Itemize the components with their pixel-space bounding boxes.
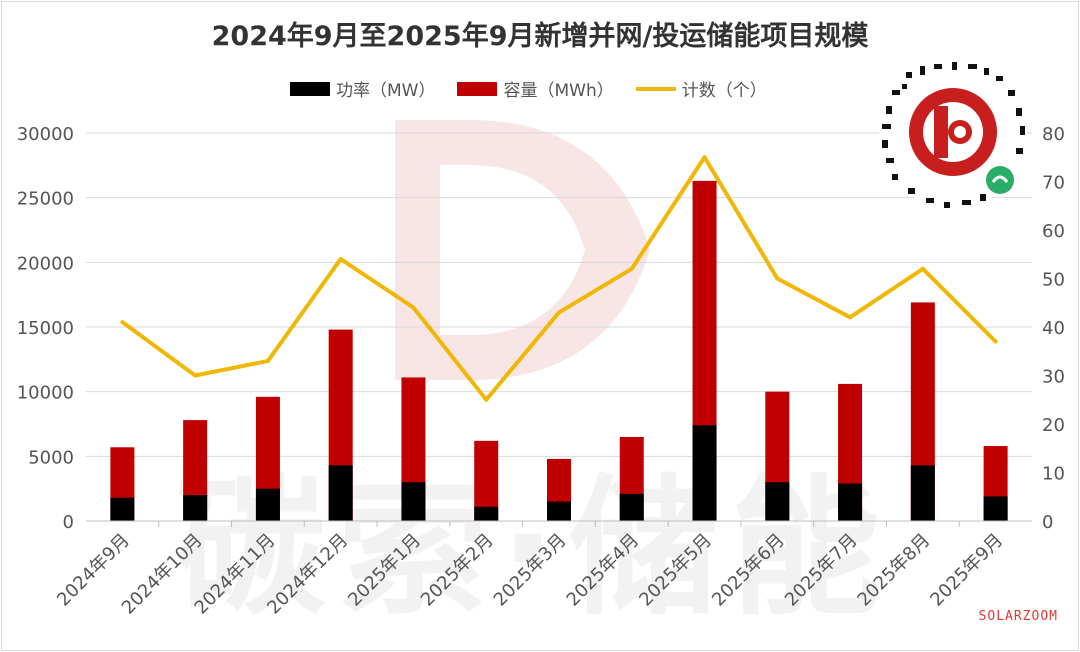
point-count [193, 373, 198, 378]
bar-power [255, 488, 280, 521]
legend-label-capacity: 容量（MWh） [503, 81, 614, 101]
watermark-text: 碳索·储能 [176, 462, 893, 636]
legend-swatch-count [635, 86, 676, 91]
bar-power [328, 465, 353, 521]
legend-item-capacity: 容量（MWh） [457, 76, 614, 101]
point-count [775, 276, 780, 281]
y-right-tick-label: 60 [1042, 221, 1065, 242]
point-count [702, 155, 707, 160]
bar-power [474, 506, 499, 521]
point-count [120, 320, 125, 325]
x-tick-label: 2025年9月 [926, 530, 1007, 611]
watermark-logo [395, 120, 650, 380]
point-count [557, 310, 561, 315]
point-count [848, 315, 853, 320]
y-right-tick-label: 20 [1042, 415, 1065, 436]
chart-title: 2024年9月至2025年9月新增并网/投运储能项目规模 [211, 21, 869, 52]
y-right-tick-label: 10 [1042, 464, 1065, 485]
point-count [484, 397, 489, 402]
point-count [411, 305, 416, 310]
legend-label-power: 功率（MW） [336, 81, 436, 101]
bar-power [619, 493, 644, 521]
bar-power [110, 497, 135, 521]
legend-item-power: 功率（MW） [290, 76, 435, 101]
point-count [265, 358, 270, 363]
y-right-tick-label: 70 [1042, 173, 1065, 194]
bar-power [910, 465, 935, 521]
y-left-tick-label: 25000 [17, 189, 74, 210]
y-right-tick-label: 50 [1042, 270, 1065, 291]
legend-swatch-capacity [457, 81, 498, 96]
legend-swatch-power [290, 81, 330, 96]
qr-code-logo [879, 61, 1027, 209]
watermark-layer: 碳索·储能 [176, 120, 893, 636]
bar-power [401, 482, 426, 521]
point-count [993, 339, 998, 344]
point-count [920, 266, 925, 271]
legend-label-count: 计数（个） [681, 81, 767, 101]
bars [110, 180, 1008, 521]
y-left-tick-label: 0 [63, 512, 74, 533]
bar-power [183, 495, 208, 521]
y-right-tick-label: 80 [1042, 124, 1065, 145]
count-line [120, 155, 998, 402]
y-right-tick-label: 0 [1042, 512, 1053, 533]
legend-item-count: 计数（个） [635, 76, 767, 101]
bar-power [765, 482, 790, 521]
bar-power [983, 496, 1008, 521]
point-count [629, 266, 634, 271]
y-right-tick-label: 40 [1042, 318, 1065, 339]
bar-power [692, 425, 717, 521]
y-left-tick-label: 20000 [17, 253, 74, 274]
point-count [338, 257, 343, 262]
bar-power [547, 501, 571, 521]
y-left-tick-label: 5000 [28, 447, 74, 468]
source-label: SOLARZOOM [978, 609, 1058, 624]
legend: 功率（MW） 容量（MWh） 计数（个） [290, 76, 767, 101]
y-left-tick-label: 15000 [17, 318, 74, 339]
y-left-tick-label: 30000 [17, 124, 74, 145]
bar-power [838, 483, 863, 521]
y-left-tick-label: 10000 [17, 383, 74, 404]
y-right-tick-label: 30 [1042, 367, 1065, 388]
